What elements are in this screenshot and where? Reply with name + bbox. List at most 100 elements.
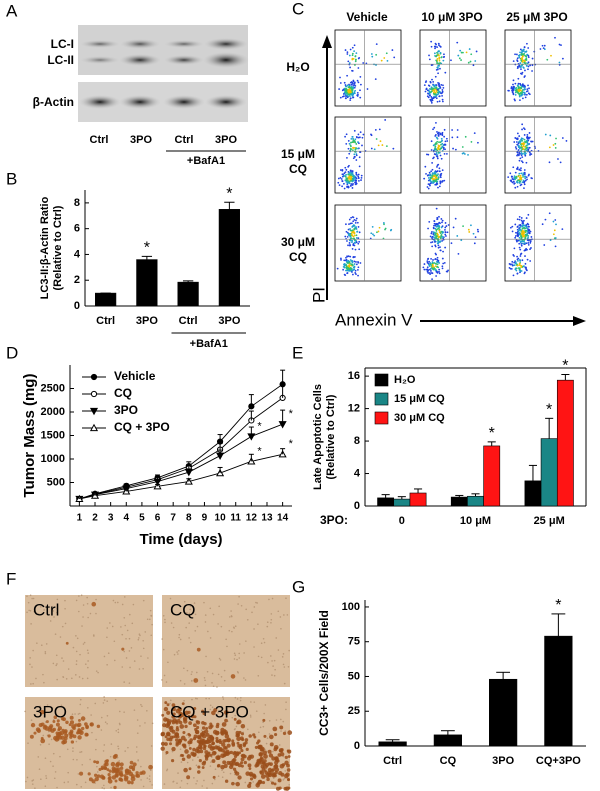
ihc-texture: [188, 637, 190, 639]
flow-dot: [351, 46, 354, 49]
flow-dot: [351, 264, 354, 267]
flow-dot: [440, 137, 443, 140]
flow-dot: [456, 235, 459, 237]
ihc-texture: [124, 624, 127, 627]
flow-dot: [514, 94, 517, 96]
ihc-stain: [199, 746, 203, 750]
flow-dot: [430, 272, 433, 274]
ihc-texture: [266, 621, 269, 623]
ihc-texture: [135, 746, 138, 748]
flow-dot: [355, 159, 358, 161]
ihc-stain: [47, 727, 52, 732]
flow-dot: [374, 78, 377, 81]
ihc-stain: [165, 718, 169, 722]
ihc-texture: [237, 672, 239, 674]
ihc-stain: [111, 770, 115, 774]
flow-dot: [518, 216, 521, 218]
flow-dot: [544, 133, 547, 136]
ihc-texture: [29, 663, 31, 666]
ihc-stain: [164, 742, 168, 746]
flow-dot: [515, 231, 517, 234]
ihc-stain: [30, 722, 36, 728]
flow-dot: [438, 56, 441, 59]
flow-dot: [522, 233, 525, 236]
flow-dot: [441, 221, 443, 224]
ihc-texture: [140, 655, 142, 657]
ihc-texture: [232, 626, 235, 629]
flow-dot: [528, 173, 530, 176]
significance-marker: *: [257, 445, 262, 457]
flow-dot: [348, 223, 350, 226]
ihc-texture: [142, 647, 145, 650]
flow-dot: [525, 90, 528, 93]
flow-dot: [352, 147, 355, 149]
flow-dot: [433, 181, 435, 184]
flow-dot: [345, 173, 348, 176]
flow-dot: [339, 76, 341, 79]
flow-dot: [347, 170, 350, 173]
flow-dot: [433, 174, 436, 177]
flow-dot: [526, 133, 529, 136]
ihc-texture: [110, 786, 112, 789]
flow-dot: [383, 223, 385, 226]
flow-dot: [439, 240, 442, 243]
ihc-stain: [275, 786, 281, 791]
flow-dot: [359, 262, 362, 264]
flow-dot: [339, 96, 342, 99]
flow-dot: [522, 173, 525, 176]
flow-dot: [427, 187, 430, 190]
ihc-stain: [232, 767, 237, 771]
ihc-texture: [270, 622, 272, 624]
flow-dot: [523, 86, 526, 89]
flow-dot: [351, 248, 354, 250]
ihc-texture: [142, 639, 145, 642]
flow-dot: [557, 158, 559, 160]
flow-dot: [349, 48, 352, 51]
flow-dot: [434, 258, 437, 261]
ihc-stain: [224, 731, 228, 735]
flow-dot: [441, 88, 444, 91]
flow-plot: [419, 116, 487, 194]
flow-dot: [352, 179, 355, 182]
flow-dot: [346, 272, 349, 274]
ihc-stain: [175, 727, 180, 732]
flow-dot: [527, 61, 530, 64]
flow-dot: [527, 242, 530, 244]
legend-label: 3PO: [114, 403, 138, 417]
ihc-texture: [102, 784, 105, 787]
ihc-stain: [114, 779, 118, 783]
ihc-stain: [286, 768, 291, 772]
ihc-texture: [231, 716, 234, 719]
ihc-stain: [205, 732, 210, 737]
ihc-texture: [209, 607, 212, 610]
ihc-stain: [248, 767, 252, 770]
ihc-stain: [96, 724, 101, 729]
flow-dot: [528, 87, 530, 90]
ihc-stain: [213, 751, 217, 755]
ihc-texture: [185, 626, 187, 629]
ihc-texture: [129, 666, 131, 669]
flow-dot: [511, 91, 514, 94]
flow-dot: [529, 230, 532, 233]
ihc-stain: [280, 772, 285, 777]
flow-dot: [522, 172, 525, 175]
ihc-stain: [262, 718, 266, 722]
ihc-texture: [78, 610, 80, 613]
ihc-stain: [287, 755, 291, 758]
flow-dot: [351, 54, 354, 57]
bar: [540, 438, 558, 507]
ihc-stain: [62, 730, 68, 735]
flow-dot: [477, 230, 480, 233]
ihc-label: CQ: [170, 600, 196, 619]
ihc-texture: [179, 638, 182, 641]
ihc-texture: [271, 597, 274, 600]
ihc-texture: [138, 668, 141, 670]
flow-dot: [441, 100, 444, 103]
ihc-stain: [217, 763, 221, 768]
flow-dot: [523, 152, 525, 155]
flow-dot: [355, 52, 358, 55]
ihc-texture: [79, 751, 81, 753]
flow-dot: [357, 147, 359, 150]
y-tick-label: 8: [354, 435, 360, 447]
flow-dot: [431, 245, 434, 248]
